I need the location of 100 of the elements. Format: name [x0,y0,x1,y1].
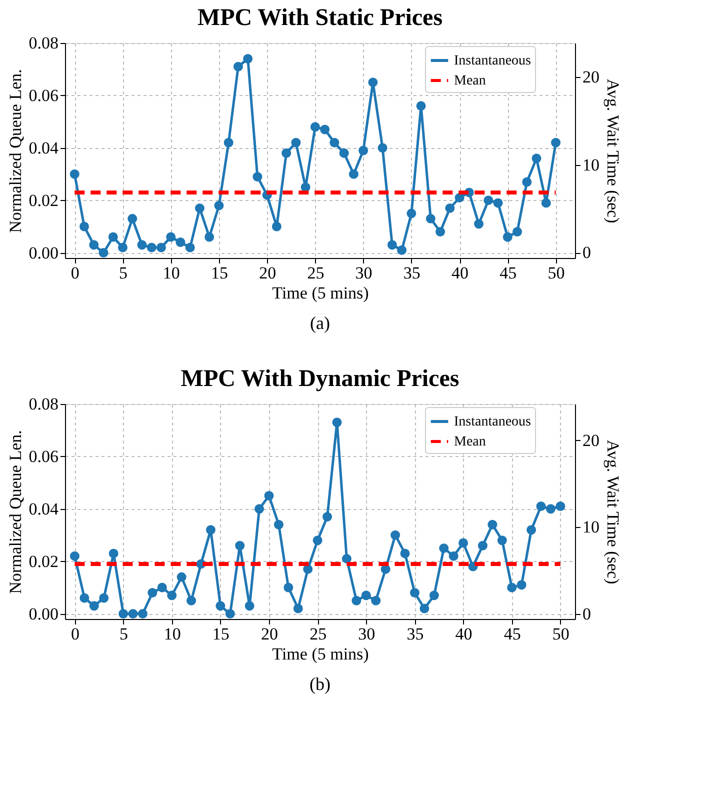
point [243,54,253,64]
y-tick-label: 0.08 [28,34,58,52]
point [216,601,226,611]
x-tick-label: 35 [406,624,424,644]
x-tick-label: 0 [70,264,80,282]
point [502,232,512,242]
x-axis-title: Time (5 mins) [272,644,369,664]
point [410,588,420,598]
y2-tick-label: 20 [582,68,600,87]
point [368,78,378,88]
point [272,222,282,232]
point [429,590,439,600]
point [291,138,301,148]
point [98,248,108,258]
point [118,242,128,252]
point [371,596,381,606]
point [536,502,546,511]
point [235,540,245,550]
point [89,601,99,611]
point [156,242,166,252]
x-tick-label: 0 [70,624,80,644]
point [330,138,340,148]
point [478,540,488,550]
text: (b) [310,674,330,694]
x-tick-label: 40 [455,624,472,644]
point [137,240,147,250]
y2-axis-title: Avg. Wait Time (sec) [604,78,622,224]
y2-tick-label: 20 [582,430,600,450]
x-tick-label: 45 [500,264,517,282]
y-tick-label: 0.00 [28,243,58,262]
point [416,101,426,111]
point [244,601,254,611]
x-tick-label: 10 [164,624,181,644]
point [556,502,566,511]
point [254,504,264,514]
point [293,604,303,614]
point [493,198,503,208]
legend-label: Mean [454,74,486,88]
y-axis-title: Normalized Queue Len. [6,430,25,594]
point [284,582,294,592]
y2-axis-title: Avg. Wait Time (sec) [604,440,622,584]
point [497,536,507,546]
point [526,525,536,535]
point [214,200,224,210]
x-tick-label: 10 [162,264,180,282]
point [108,232,118,242]
point [167,590,177,600]
point [264,491,274,500]
point [551,138,560,148]
point [390,530,400,540]
point [80,593,90,603]
x-tick-label: 45 [504,624,521,644]
point [339,148,349,158]
point [157,582,167,592]
x-tick-label: 50 [552,624,570,644]
x-tick-label: 20 [261,624,278,644]
point [400,548,410,558]
point [176,238,186,247]
point [128,214,138,224]
y2-tick-label: 0 [582,604,591,624]
point [439,543,449,553]
chart-title: MPC With Dynamic Prices [180,366,460,392]
y-tick-label: 0.02 [28,190,58,210]
x-axis-title: Time (5 mins) [272,284,369,302]
y-tick-label: 0.00 [28,604,58,624]
y-tick-label: 0.02 [28,552,58,571]
point [342,554,352,564]
x-tick-label: 30 [355,264,372,282]
point [458,538,468,548]
point [484,196,494,206]
point [303,564,313,574]
point [108,548,118,558]
point [387,240,397,250]
point [541,198,551,208]
point [89,240,99,250]
point [206,525,216,535]
x-tick-label: 25 [307,264,324,282]
x-tick-label: 25 [310,624,327,644]
point [70,169,80,179]
point [378,143,388,153]
point [186,596,196,606]
point [361,590,371,600]
point [426,214,436,224]
point [522,177,532,187]
point [488,520,498,530]
chart-title: MPC With Static Prices [197,5,443,31]
point [436,227,446,237]
point [233,62,243,72]
y2-tick-label: 10 [582,155,600,174]
text: (a) [310,313,330,333]
point [146,242,156,252]
point [148,588,158,598]
point [532,154,542,164]
point [185,242,195,252]
legend-label: Instantaneous [454,54,531,68]
y-tick-label: 0.06 [28,446,58,466]
x-tick-label: 40 [452,264,469,282]
point [166,232,176,242]
point [348,169,358,179]
point [310,122,320,132]
